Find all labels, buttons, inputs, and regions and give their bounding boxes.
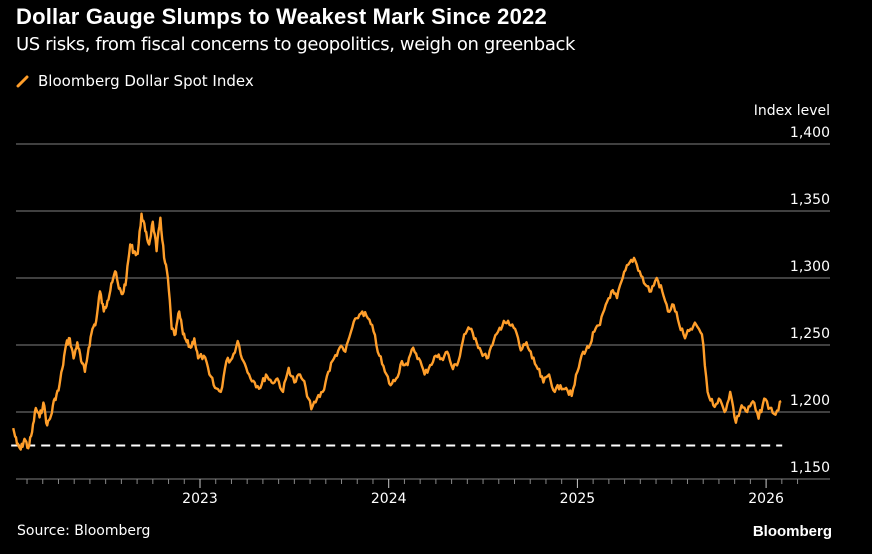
chart-title: Dollar Gauge Slumps to Weakest Mark Sinc…: [16, 4, 547, 29]
y-tick-label: 1,150: [790, 460, 830, 476]
orange-line-icon: [16, 75, 29, 88]
y-tick-label: 1,250: [790, 326, 830, 342]
source-note: Source: Bloomberg: [17, 523, 151, 539]
legend-label: Bloomberg Dollar Spot Index: [38, 72, 254, 90]
y-axis-label: Index level: [754, 103, 830, 119]
y-tick-label: 1,300: [790, 259, 830, 275]
y-tick-label: 1,200: [790, 393, 830, 409]
x-tick-label: 2023: [182, 491, 218, 507]
bloomberg-logo: Bloomberg: [752, 523, 832, 540]
y-tick-label: 1,350: [790, 192, 830, 208]
y-tick-label: 1,400: [790, 125, 830, 141]
series-line-bloomberg-dollar-spot-index: [12, 212, 782, 451]
chart-subtitle: US risks, from fiscal concerns to geopol…: [16, 34, 575, 55]
x-tick-label: 2024: [371, 491, 407, 507]
x-tick-label: 2026: [748, 491, 784, 507]
legend: Bloomberg Dollar Spot Index: [16, 72, 254, 90]
x-tick-label: 2025: [560, 491, 596, 507]
